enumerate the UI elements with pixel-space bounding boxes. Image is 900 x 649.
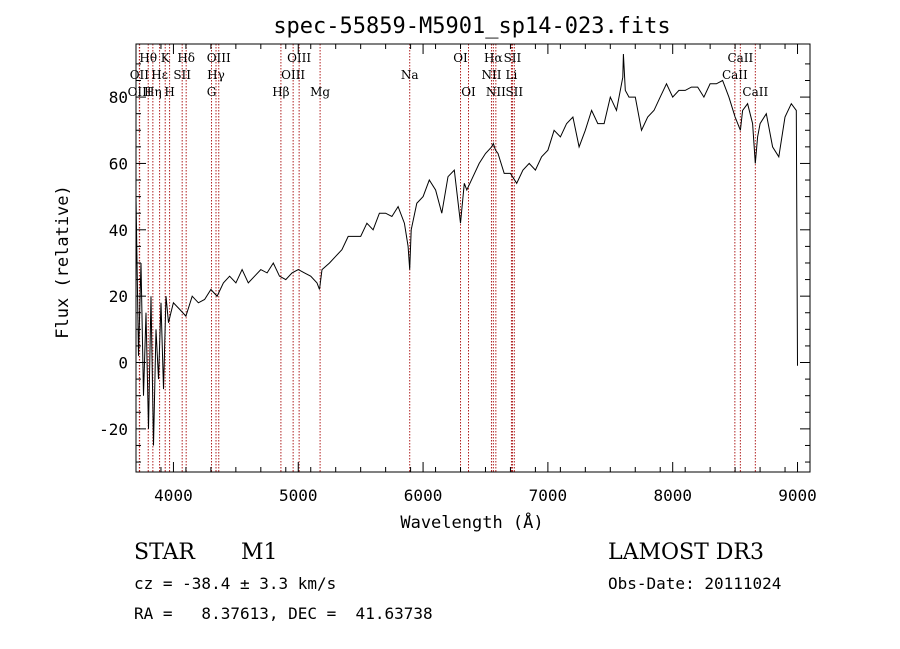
y-tick-label-4: 60 [109,154,128,173]
object-class: STAR [134,540,195,565]
spectrum-line [135,53,798,446]
x-tick-label-0: 4000 [154,486,193,505]
marker-label-23: SII [504,51,522,65]
marker-label-6: H [164,85,174,99]
marker-label-22: Li [506,68,518,82]
marker-label-10: Hγ [207,68,225,82]
marker-label-24: SII [505,85,523,99]
y-axis-ticks: -20 0 20 40 60 80 [99,63,810,463]
marker-label-1: OII [130,68,150,82]
x-tick-label-5: 9000 [778,486,817,505]
y-axis-label: Flux (relative) [53,185,73,339]
x-tick-label-1: 5000 [279,486,318,505]
survey-name: LAMOST DR3 [608,540,764,565]
marker-label-17: OI [453,51,468,65]
x-tick-label-2: 6000 [404,486,443,505]
marker-label-5: K [161,51,171,65]
marker-label-4: Hε [151,68,168,82]
y-tick-label-5: 80 [109,88,128,107]
marker-label-16: Na [401,68,419,82]
marker-label-14: OIII [287,51,311,65]
marker-label-9: G [207,85,217,99]
obs-date: Obs-Date: 20111024 [608,574,782,593]
marker-label-2: OIII [128,85,152,99]
coordinates-readout: RA = 8.37613, DEC = 41.63738 [134,604,433,623]
emission-line-labels: HθOIIOIIIHηHεKHSIIHδGHγOIIIHβOIIIOIIIMgN… [128,51,769,99]
marker-label-27: CaII [742,85,768,99]
marker-label-25: CaII [722,68,748,82]
redshift-readout: cz = -38.4 ± 3.3 km/s [134,574,337,593]
y-tick-label-3: 40 [109,221,128,240]
y-tick-label-0: -20 [99,420,128,439]
emission-line-markers [138,44,756,472]
plot-frame [135,43,811,473]
marker-label-20: Hα [484,51,503,65]
x-axis-ticks: 4000 5000 6000 7000 8000 9000 [154,44,817,505]
marker-label-26: CaII [727,51,753,65]
marker-label-15: Mg [310,85,330,99]
marker-label-12: Hβ [272,85,289,99]
chart-title: spec-55859-M5901_sp14-023.fits [273,14,670,39]
object-subclass: M1 [241,540,278,565]
marker-label-21: NII [486,85,506,99]
marker-label-18: OI [461,85,476,99]
marker-label-3: Hη [144,85,162,99]
marker-label-0: Hθ [139,51,157,65]
marker-label-8: Hδ [177,51,195,65]
x-tick-label-3: 7000 [529,486,568,505]
y-tick-label-2: 20 [109,287,128,306]
marker-label-13: OIII [281,68,305,82]
x-axis-label: Wavelength (Å) [400,511,543,533]
y-tick-label-1: 0 [118,354,128,373]
x-tick-label-4: 8000 [653,486,692,505]
marker-label-19: NII [481,68,501,82]
marker-label-7: SII [173,68,191,82]
marker-label-11: OIII [207,51,231,65]
